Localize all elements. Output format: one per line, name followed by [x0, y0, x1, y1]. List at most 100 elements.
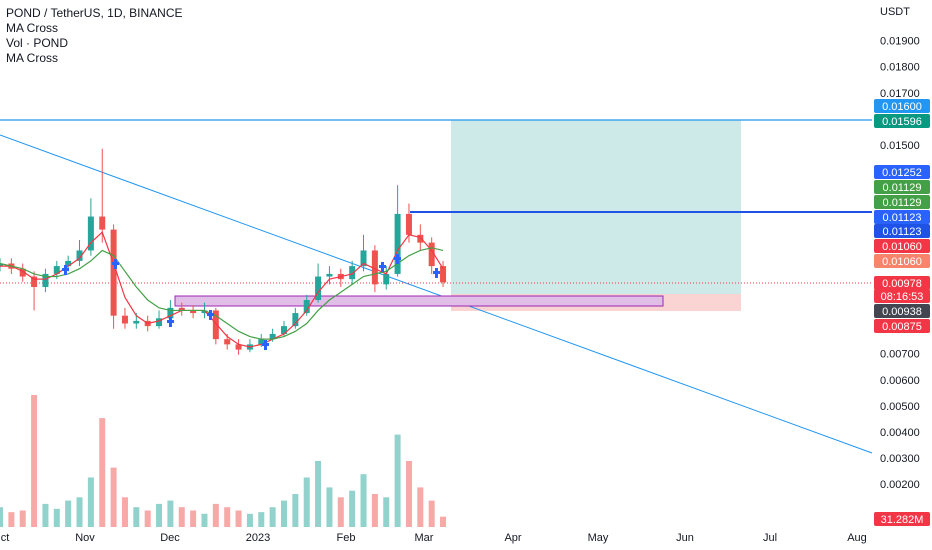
- candle-body: [178, 307, 185, 311]
- candle-body: [428, 242, 435, 267]
- candle-body: [121, 315, 128, 324]
- currency-label: USDT: [880, 6, 910, 18]
- candle-body: [405, 213, 412, 235]
- volume-bar: [235, 510, 242, 527]
- y-tick-label: 0.00300: [880, 453, 920, 465]
- candle-body: [212, 310, 219, 340]
- volume-bar: [133, 507, 140, 527]
- volume-bar: [99, 418, 106, 527]
- volume-bar: [178, 507, 185, 527]
- price-tag-label: 0.01596: [882, 116, 922, 128]
- volume-bar: [281, 500, 287, 527]
- y-tick-label: 0.01500: [880, 140, 920, 152]
- volume-tag: [874, 512, 930, 526]
- cross-markers: [62, 254, 440, 350]
- volume-bar: [53, 508, 60, 527]
- candle-body: [31, 276, 38, 287]
- price-tag-label: 0.01129: [883, 182, 922, 194]
- symbol-title: POND / TetherUS, 1D, BINANCE: [6, 6, 183, 20]
- candle-body: [190, 310, 197, 314]
- price-tag-label: 0.01129: [883, 197, 922, 209]
- series-layer: [0, 148, 447, 527]
- y-tick-label: 0.00200: [880, 479, 920, 491]
- candle-body: [65, 260, 72, 267]
- volume-bar: [8, 512, 15, 527]
- indicator-label: MA Cross: [6, 21, 58, 35]
- price-tag-label: 0.01600: [882, 101, 922, 113]
- volume-bar: [144, 510, 151, 527]
- volume-bar: [190, 510, 197, 527]
- price-tag-label: 0.01123: [883, 226, 922, 238]
- volume-bar: [440, 516, 447, 527]
- cross-marker: [262, 340, 269, 350]
- y-tick-label: 0.00700: [880, 349, 920, 361]
- price-tag: [874, 180, 930, 194]
- volume-bar: [156, 503, 163, 527]
- y-tick-label: 0.00400: [880, 427, 920, 439]
- volume-tag-label: 31.282M: [881, 514, 924, 526]
- candle-body: [371, 250, 378, 285]
- candle-body: [360, 250, 367, 267]
- candle-body: [224, 339, 231, 345]
- y-tick-label: 0.01800: [880, 62, 920, 74]
- price-tag-label: 0.00978: [882, 278, 922, 290]
- trend-line: [0, 134, 873, 454]
- volume-bar: [337, 497, 344, 527]
- price-tag: [874, 304, 930, 318]
- x-tick-label: Mar: [415, 532, 434, 544]
- axis-layer: 0.01900 0.01800 0.01700 0.01500 0.00700 0.006…: [1, 36, 930, 544]
- x-tick-label: Jul: [763, 532, 777, 544]
- candle-body: [235, 344, 242, 350]
- candle-body: [87, 216, 94, 251]
- candle-body: [42, 273, 49, 287]
- price-tag: [874, 289, 930, 303]
- candle-body: [394, 213, 401, 274]
- price-tag-label: 0.01060: [882, 256, 922, 268]
- volume-bar: [303, 477, 310, 527]
- candle-body: [315, 276, 322, 301]
- cross-marker: [394, 254, 401, 264]
- y-tick-label: 0.01900: [880, 36, 920, 48]
- price-tag: [874, 99, 930, 113]
- x-tick-label: May: [588, 532, 609, 544]
- volume-bar: [315, 461, 322, 527]
- volume-bar: [383, 497, 390, 527]
- volume-bar: [201, 513, 208, 527]
- price-tag: [874, 165, 930, 179]
- x-tick-label: Nov: [75, 532, 95, 544]
- volume-bar: [258, 512, 265, 527]
- price-tag: [874, 210, 930, 224]
- volume-bar: [76, 497, 83, 527]
- candle-body: [269, 333, 276, 340]
- volume-bar: [405, 461, 412, 527]
- x-tick-label: Apr: [504, 532, 521, 544]
- volume-bar: [428, 500, 435, 527]
- candle-body: [53, 266, 60, 274]
- candle-body: [19, 268, 26, 277]
- volume-bar: [110, 467, 117, 527]
- price-tag-label: 0.00938: [882, 306, 922, 318]
- x-tick-label: ct: [1, 532, 10, 544]
- x-tick-label: Feb: [337, 532, 356, 544]
- cross-marker: [167, 317, 174, 327]
- volume-bar: [360, 474, 367, 527]
- time-axis: [0, 527, 872, 550]
- candle-body: [440, 266, 447, 283]
- candle-body: [0, 263, 3, 267]
- candle-body: [258, 339, 265, 345]
- price-axis: [872, 0, 932, 550]
- candle-body: [110, 229, 117, 316]
- price-tag-label: 0.00875: [882, 321, 922, 333]
- volume-bar: [212, 503, 219, 527]
- rectangle-zone: [174, 295, 664, 307]
- candle-body: [76, 250, 83, 261]
- volume-bar: [42, 503, 49, 527]
- candle-body: [326, 273, 333, 277]
- moving-average: [0, 247, 444, 340]
- volume-bar: [87, 477, 94, 527]
- candle-body: [417, 234, 424, 243]
- price-tag-label: 0.01060: [882, 241, 922, 253]
- indicator-label: MA Cross: [6, 51, 58, 65]
- candle-body: [167, 307, 174, 319]
